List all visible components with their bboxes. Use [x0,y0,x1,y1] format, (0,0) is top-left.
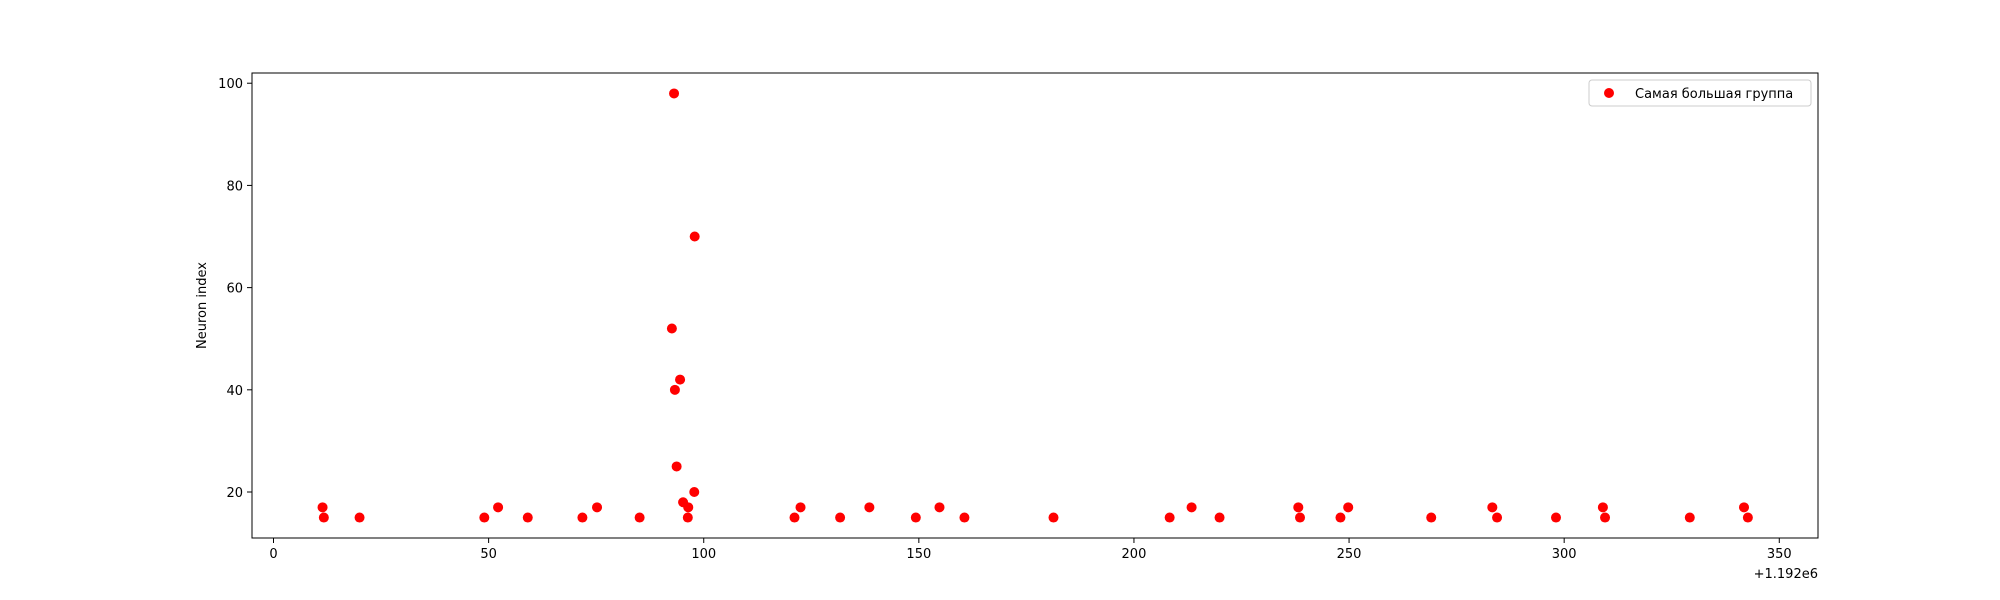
data-point [934,502,945,513]
data-point [1742,512,1753,523]
y-tick-label: 60 [226,282,243,297]
y-tick-label: 20 [226,486,243,501]
data-point [795,502,806,513]
legend-box [1588,79,1812,107]
data-point [689,231,700,242]
data-point [689,487,700,498]
data-point [577,512,588,523]
y-tick-label: 40 [226,384,243,399]
data-point [1295,512,1306,523]
data-point [479,512,490,523]
data-point [1487,502,1498,513]
data-points [317,88,1753,523]
x-tick-label: 50 [480,547,497,562]
x-tick-label: 200 [1122,547,1147,562]
x-tick-label: 100 [691,547,716,562]
data-point [669,384,680,395]
data-point [682,512,693,523]
data-point [1214,512,1225,523]
data-point [1739,502,1750,513]
y-tick-label: 80 [226,179,243,194]
data-point [669,88,680,99]
data-point [592,502,603,513]
data-point [317,502,328,513]
data-point [683,502,694,513]
data-point [675,374,686,385]
x-axis: 0 50 100 150 200 250 300 350 [269,538,1792,562]
data-point [1335,512,1346,523]
data-point [634,512,645,523]
data-point [666,323,677,334]
x-tick-label: 350 [1767,547,1792,562]
data-point [1426,512,1437,523]
data-point [789,512,800,523]
y-tick-label: 100 [218,77,243,92]
data-point [671,461,682,472]
data-point [1684,512,1695,523]
data-point [835,512,846,523]
y-axis-label: Neuron index [195,262,210,349]
data-point [522,512,533,523]
data-point [1186,502,1197,513]
data-point [1597,502,1608,513]
data-point [1492,512,1503,523]
data-point [864,502,875,513]
data-point [1600,512,1611,523]
data-point [1343,502,1354,513]
x-tick-label: 150 [906,547,931,562]
data-point [1550,512,1561,523]
plot-area-frame [251,72,1819,539]
x-tick-label: 250 [1337,547,1362,562]
data-point [318,512,329,523]
legend-marker [1604,88,1614,98]
data-point [354,512,365,523]
y-axis: 20 40 60 80 100 [218,77,252,501]
data-point [493,502,504,513]
data-point [1164,512,1175,523]
data-point [1293,502,1304,513]
legend-entry-label: Самая большая группа [1635,87,1793,102]
data-point [1048,512,1059,523]
x-axis-offset-label: +1.192e6 [1754,567,1818,582]
data-point [959,512,970,523]
x-tick-label: 0 [269,547,277,562]
x-tick-label: 300 [1552,547,1577,562]
legend: Самая большая группа [1588,79,1812,107]
data-point [910,512,921,523]
